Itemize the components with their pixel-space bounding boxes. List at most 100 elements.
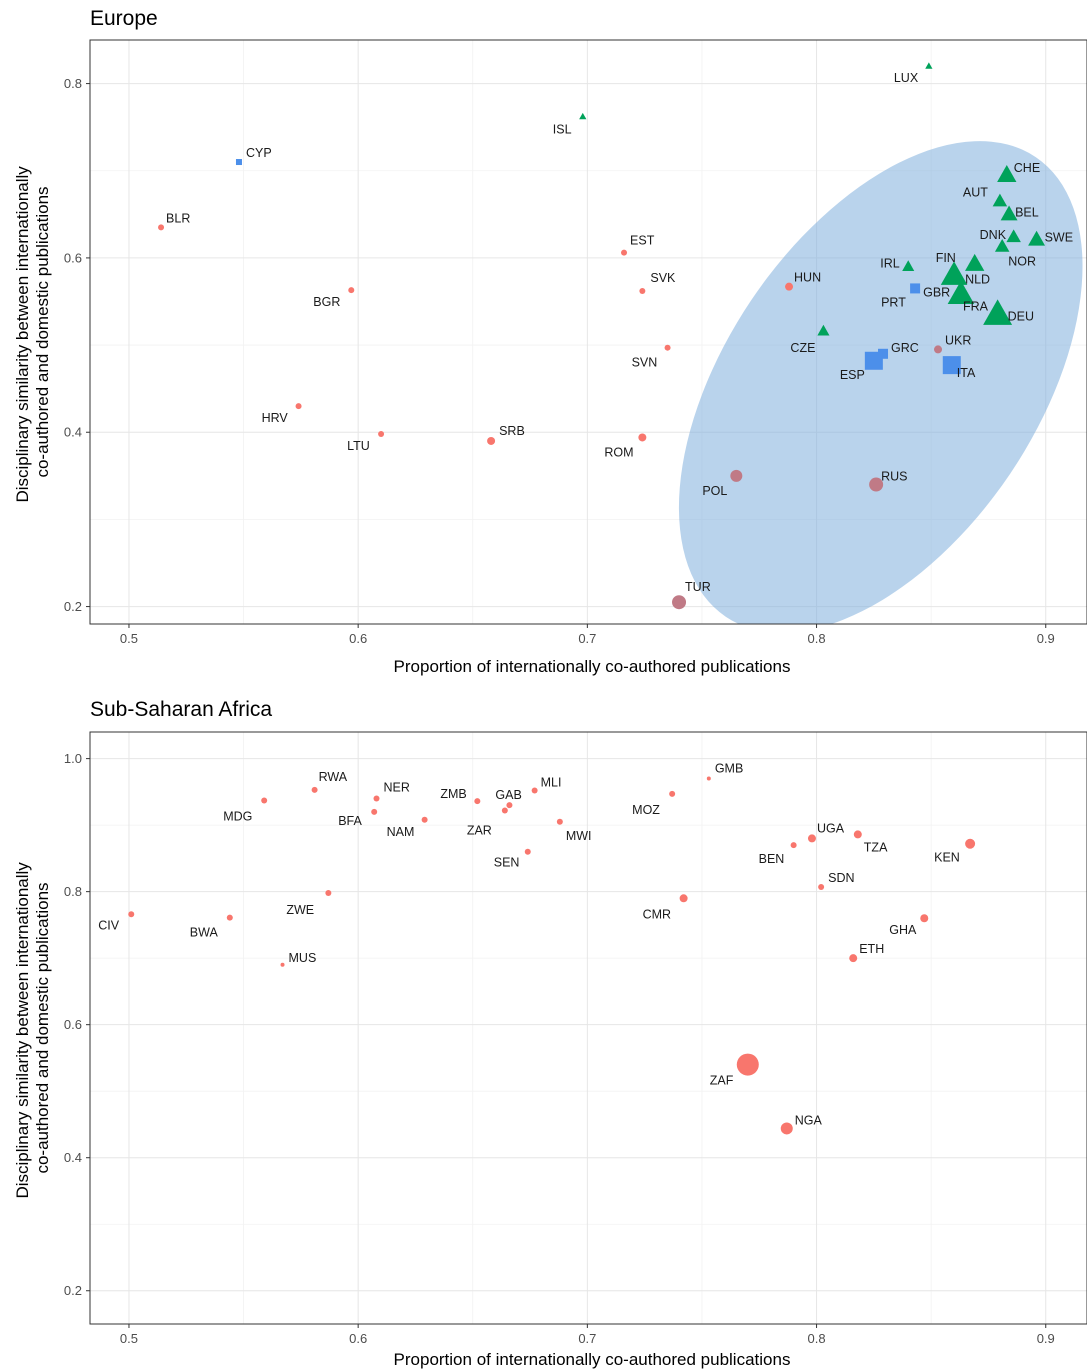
africa-point-label-gmb: GMB [715,762,743,776]
africa-plot-frame [89,731,1087,1325]
africa-y-axis-title-line1: Disciplinary similarity between internat… [13,862,32,1199]
africa-point-label-cmr: CMR [643,907,671,921]
africa-panel: Sub-Saharan Africa RWA NER MDG ZMB GAB MLI ZAR… [13,698,1087,1369]
africa-point-nga [780,1122,793,1135]
europe-point-labels: LUX ISL CYP BLR BGR HRV LTU SRB EST SVK SVN ROM HUN P… [166,71,1073,594]
europe-point-label-esp: ESP [840,368,865,382]
africa-point-label-sen: SEN [494,856,520,870]
africa-y-axis-title: Disciplinary similarity between internat… [13,857,52,1198]
europe-point-label-cyp: CYP [246,146,272,160]
europe-point-nld [940,261,968,285]
europe-point-srb [487,436,496,445]
europe-point-label-srb: SRB [499,424,525,438]
europe-point-rom [638,433,647,442]
africa-point-label-bfa: BFA [338,814,362,828]
europe-point-label-isl: ISL [553,123,572,137]
europe-point-bel [1000,205,1018,221]
africa-point-zar [501,807,508,814]
europe-point-label-tur: TUR [685,580,711,594]
europe-point-label-deu: DEU [1008,310,1034,324]
europe-y-axis-title-line2: co-authored and domestic publications [33,186,52,477]
europe-point-fin [965,253,985,271]
africa-points [128,776,976,1135]
africa-y-ticks: 0.2 0.4 0.6 0.8 1.0 [64,751,90,1298]
africa-panel-title: Sub-Saharan Africa [90,698,272,721]
africa-point-mwi [556,818,563,825]
europe-point-rus [869,477,884,492]
africa-x-axis-title: Proportion of internationally co-authore… [394,1350,791,1369]
africa-point-sdn [818,883,825,890]
africa-point-label-tza: TZA [864,840,888,854]
europe-point-label-ltu: LTU [347,439,370,453]
europe-point-deu [983,299,1013,325]
africa-point-label-mus: MUS [289,951,317,965]
africa-x-ticks: 0.5 0.6 0.7 0.8 0.9 [120,1324,1055,1346]
africa-x-tick-label: 0.8 [808,1331,826,1346]
europe-point-label-gbr: GBR [923,285,950,299]
europe-x-tick-label: 0.8 [808,631,826,646]
africa-point-gha [920,914,929,923]
africa-point-label-nam: NAM [387,825,415,839]
africa-point-label-nga: NGA [795,1113,823,1127]
africa-point-label-mwi: MWI [566,829,592,843]
europe-point-svk [639,288,646,295]
africa-point-bfa [371,808,378,815]
europe-panel: Europe LUX ISL CYP BLR BGR HRV LTU SRB EST SVK SVN… [13,7,1087,676]
europe-point-ukr [934,345,943,354]
africa-y-tick-label: 1.0 [64,751,82,766]
europe-y-tick-label: 0.2 [64,599,82,614]
europe-point-cze [817,324,830,336]
europe-highlight-ellipse [678,141,1083,624]
europe-point-label-nor: NOR [1008,255,1036,269]
europe-point-irl [902,260,915,271]
africa-point-label-ken: KEN [934,851,960,865]
europe-point-gbr [910,283,921,294]
africa-point-gab [506,802,513,809]
europe-point-label-irl: IRL [880,257,900,271]
europe-point-label-grc: GRC [891,341,919,355]
europe-point-label-blr: BLR [166,211,190,225]
africa-point-label-gab: GAB [495,788,521,802]
africa-point-label-gha: GHA [889,923,917,937]
europe-points [158,62,1046,610]
africa-point-gmb [706,776,711,781]
africa-point-sen [524,848,531,855]
africa-point-label-moz: MOZ [632,803,660,817]
africa-x-tick-label: 0.6 [349,1331,367,1346]
africa-plot-background [90,732,1087,1324]
europe-point-swe [1028,230,1046,246]
europe-plot-frame [89,39,1087,625]
europe-point-lux [925,62,933,69]
europe-point-label-che: CHE [1014,161,1040,175]
europe-point-label-svn: SVN [632,356,658,370]
europe-point-ltu [378,430,385,437]
europe-y-axis-title: Disciplinary similarity between internat… [13,161,52,502]
europe-panel-title: Europe [90,7,158,30]
europe-point-label-bgr: BGR [313,295,340,309]
africa-point-label-zar: ZAR [467,823,492,837]
europe-x-tick-label: 0.9 [1037,631,1055,646]
europe-y-tick-label: 0.4 [64,425,82,440]
europe-x-tick-label: 0.7 [578,631,596,646]
europe-point-label-est: EST [630,234,655,248]
africa-point-label-civ: CIV [98,918,120,932]
europe-point-pol [730,469,743,482]
africa-point-label-zwe: ZWE [286,903,314,917]
europe-point-hrv [295,403,302,410]
africa-point-zmb [474,798,481,805]
europe-y-tick-label: 0.8 [64,76,82,91]
africa-point-cmr [679,894,688,903]
europe-point-blr [158,224,165,231]
africa-x-tick-label: 0.9 [1037,1331,1055,1346]
africa-grid [90,732,1087,1324]
africa-point-zaf [736,1053,759,1076]
africa-point-label-ben: BEN [759,852,785,866]
europe-point-tur [672,595,687,610]
europe-point-est [621,249,628,256]
europe-x-tick-label: 0.6 [349,631,367,646]
europe-point-label-svk: SVK [650,271,676,285]
africa-point-label-bwa: BWA [190,926,219,940]
europe-point-label-ita: ITA [957,366,976,380]
africa-point-bwa [226,914,233,921]
